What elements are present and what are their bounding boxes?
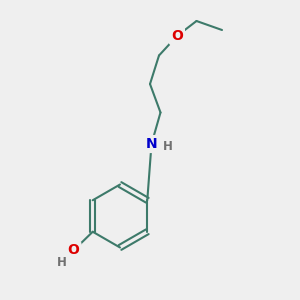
Text: N: N xyxy=(146,137,157,151)
Text: H: H xyxy=(163,140,173,154)
Text: H: H xyxy=(57,256,66,269)
Text: O: O xyxy=(171,29,183,43)
Text: O: O xyxy=(68,244,80,257)
